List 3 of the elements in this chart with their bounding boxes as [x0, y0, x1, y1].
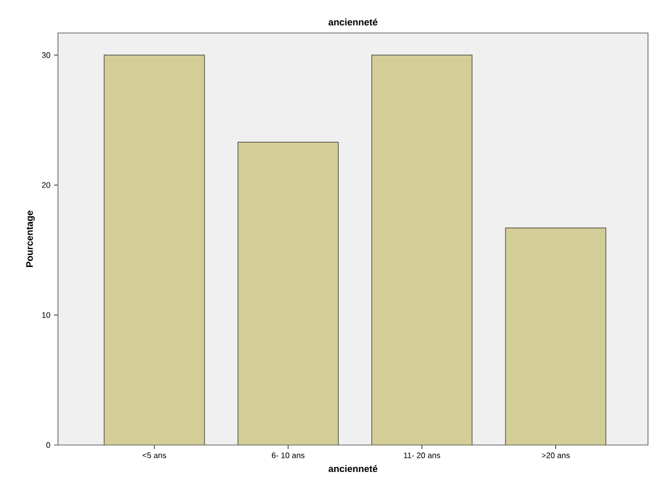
- chart-title: ancienneté: [328, 18, 378, 26]
- x-axis-title: ancienneté: [328, 465, 378, 472]
- y-axis-title: Pourcentage: [26, 210, 35, 268]
